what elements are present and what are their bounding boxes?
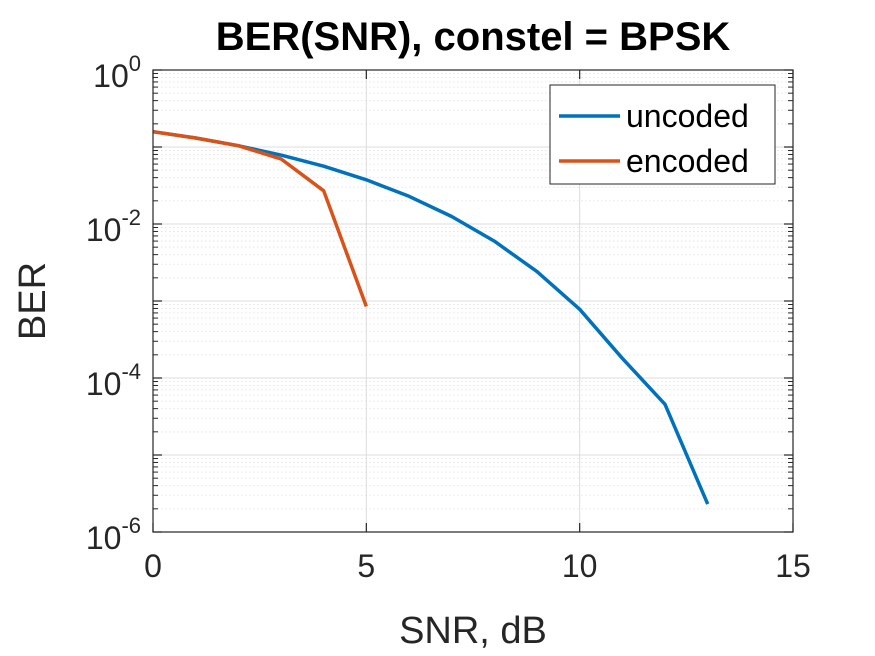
x-tick-label: 10 [562, 548, 598, 584]
y-tick-label: 10-4 [86, 359, 141, 402]
x-axis-label: SNR, dB [399, 610, 547, 652]
legend-box [549, 84, 776, 185]
legend: uncoded encoded [549, 84, 776, 185]
x-tick-label: 15 [775, 548, 811, 584]
series-layer [152, 129, 710, 505]
legend-label-uncoded: uncoded [626, 98, 749, 134]
series-line-encoded [152, 129, 368, 308]
y-tick-label: 10-2 [86, 205, 141, 248]
axis-ticks [152, 69, 794, 533]
y-axis-label: BER [12, 262, 54, 340]
legend-label-encoded: encoded [626, 143, 749, 179]
chart-title: BER(SNR), constel = BPSK [216, 15, 731, 59]
x-tick-label: 0 [144, 548, 162, 584]
x-tick-label: 5 [357, 548, 375, 584]
x-tick-labels: 0 5 10 15 [144, 548, 811, 584]
